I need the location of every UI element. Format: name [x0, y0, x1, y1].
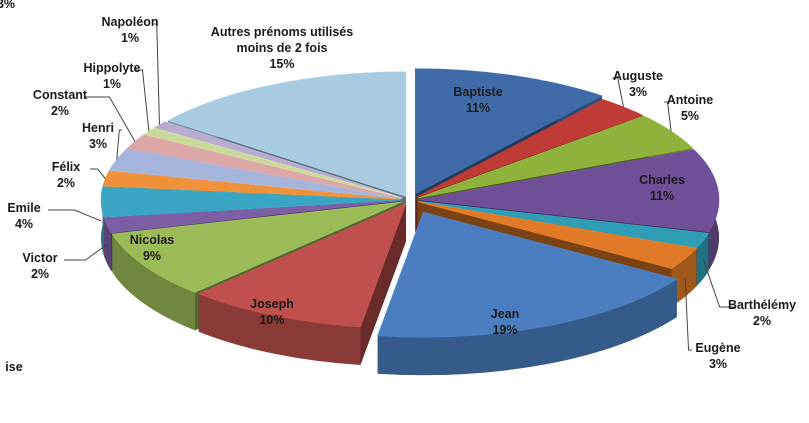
value-label: 1% [120, 31, 140, 45]
slice [418, 149, 720, 233]
slice [417, 115, 694, 199]
category-label: Barthélémy [727, 298, 797, 312]
leader-line [84, 96, 136, 142]
leader-line [64, 243, 108, 261]
slice-side [377, 278, 677, 376]
category-label: Napoléon [101, 15, 159, 29]
slice-side [198, 293, 361, 365]
data-label: Autres prénoms utilisés moins de 2 fois 1… [192, 24, 372, 72]
data-label: Henri 3% [82, 120, 114, 152]
data-label: Félix 2% [52, 159, 81, 191]
data-label: Napoléon 1% [102, 14, 159, 46]
slice [198, 202, 407, 328]
data-label: Joseph 10% [250, 296, 294, 328]
slice [102, 170, 402, 200]
value-label: 3% [628, 85, 648, 99]
data-label: Auguste 3% [613, 68, 663, 100]
category-label: Antoine [666, 93, 714, 107]
leader-line [702, 259, 736, 308]
leader-line [154, 23, 160, 125]
category-label: Autres prénoms utilisés moins de 2 fois [210, 25, 354, 55]
category-label: Jean [490, 307, 520, 321]
data-label: Nicolas 9% [130, 232, 174, 264]
leader-line [116, 129, 122, 160]
value-label: 2% [50, 104, 70, 118]
slice [100, 186, 402, 218]
category-label: Hippolyte [83, 61, 141, 75]
value-label: 3% [708, 357, 728, 371]
annotation: 3% [0, 0, 16, 11]
value-label: 11% [465, 101, 491, 115]
category-label: Victor [22, 251, 58, 265]
data-label: Baptiste 11% [453, 84, 502, 116]
value-label: 2% [752, 314, 772, 328]
value-label: 9% [142, 249, 162, 263]
value-label: 19% [492, 323, 518, 337]
slice [111, 201, 403, 293]
category-label: Eugène [695, 341, 741, 355]
leader-line [90, 168, 106, 179]
slice-side [103, 217, 112, 271]
data-label: Victor 2% [22, 250, 57, 282]
value-label: 15% [269, 57, 295, 71]
data-label: Jean 19% [491, 306, 520, 338]
category-label: Henri [82, 121, 114, 135]
data-label: Antoine 5% [667, 92, 714, 124]
value-label: 11% [649, 189, 675, 203]
slice [167, 71, 407, 198]
value-label: 2% [30, 267, 50, 281]
category-label: Constant [32, 88, 88, 102]
data-label: Barthélémy 2% [728, 297, 796, 329]
category-label: Félix [51, 160, 81, 174]
slice [377, 211, 678, 338]
data-label: Emile 4% [7, 200, 40, 232]
value-label: 5% [680, 109, 700, 123]
data-label: Constant 2% [33, 87, 87, 119]
leader-line [136, 69, 150, 132]
leader-line [664, 101, 672, 132]
slice-side [671, 248, 697, 307]
data-label: Eugène 3% [695, 340, 740, 372]
annotation: ise [5, 360, 23, 374]
leader-line [48, 209, 102, 222]
slice [418, 200, 710, 249]
leader-line [612, 77, 624, 107]
leader-line [684, 277, 692, 351]
slice-side [697, 233, 709, 286]
data-label: Charles 11% [639, 172, 685, 204]
value-label: 1% [102, 77, 122, 91]
category-label: Auguste [613, 69, 663, 83]
data-label: Hippolyte 1% [84, 60, 141, 92]
category-label: Emile [7, 201, 41, 215]
category-label: Nicolas [129, 233, 175, 247]
category-label: Joseph [250, 297, 294, 311]
slice [417, 201, 698, 269]
value-label: 4% [14, 217, 34, 231]
slice [103, 200, 402, 234]
category-label: Baptiste [453, 85, 503, 99]
slice [414, 68, 603, 195]
value-label: 10% [259, 313, 285, 327]
slice-side [112, 233, 196, 331]
value-label: 3% [88, 137, 108, 151]
value-label: 2% [56, 176, 76, 190]
category-label: Charles [639, 173, 685, 187]
